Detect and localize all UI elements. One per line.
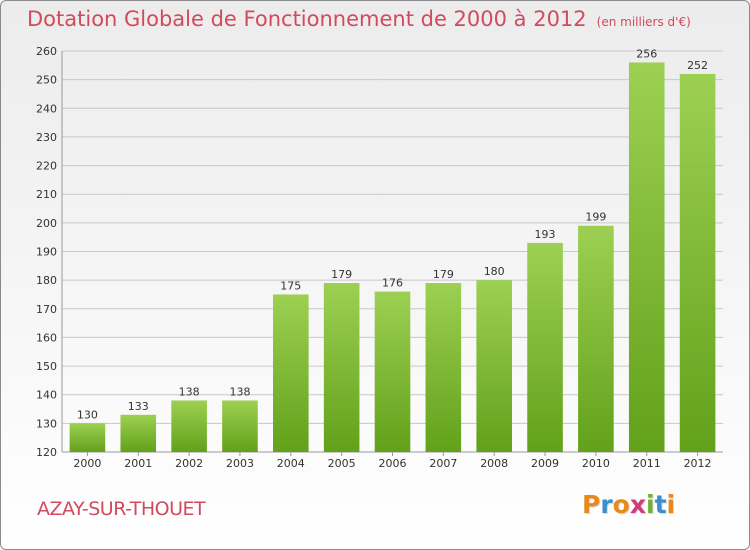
x-tick-label: 2007 [429,457,457,470]
y-tick-label: 250 [36,74,57,87]
y-tick-label: 180 [36,274,57,287]
logo-letter: x [629,490,646,519]
y-tick-label: 240 [36,102,57,115]
x-tick-label: 2003 [226,457,254,470]
proxiti-logo: Proxiti [582,490,675,519]
x-tick-label: 2006 [379,457,407,470]
y-tick-label: 130 [36,417,57,430]
x-tick-label: 2002 [175,457,203,470]
x-tick-label: 2012 [684,457,712,470]
y-tick-label: 120 [36,446,57,459]
logo-letter: i [666,490,676,519]
bar [425,283,462,452]
value-label: 133 [128,400,149,413]
logo-letter: r [600,490,613,519]
commune-name: AZAY-SUR-THOUET [37,498,206,520]
value-label: 175 [280,279,301,292]
x-tick-label: 2008 [480,457,508,470]
x-tick-label: 2004 [277,457,305,470]
logo-letter: i [646,490,655,519]
x-tick-label: 2000 [73,457,101,470]
y-tick-label: 160 [36,331,57,344]
logo-letter: o [612,490,630,519]
bar [171,400,207,452]
value-label: 179 [433,268,454,281]
x-tick-label: 2011 [633,457,661,470]
bar [628,62,665,452]
bar [527,242,563,452]
bar [273,294,309,452]
y-tick-labels: 120 130 140 150 160 170 180 190 200 210 220 230 240 2… [36,45,57,459]
x-tick-label: 2005 [328,457,356,470]
chart-subtitle: (en milliers d'€) [596,15,691,29]
bar [476,280,512,452]
bars [69,62,716,453]
value-label: 130 [77,408,98,421]
y-tick-label: 190 [36,246,57,259]
value-label: 252 [687,59,708,72]
value-label: 138 [179,385,200,398]
y-tick-label: 220 [36,160,57,173]
value-label: 180 [484,265,505,278]
bar [222,400,258,452]
y-tick-label: 140 [36,389,57,402]
bar [679,73,716,453]
logo-letter: t [654,490,667,519]
bar [120,414,157,452]
y-tick-label: 150 [36,360,57,373]
y-tick-label: 210 [36,188,57,201]
x-tick-label: 2009 [531,457,559,470]
value-label: 138 [229,385,250,398]
value-label: 256 [636,47,657,60]
y-tick-label: 200 [36,217,57,230]
y-tick-label: 260 [36,45,57,58]
value-label: 176 [382,277,403,290]
bar [374,291,411,452]
chart-header: Dotation Globale de Fonctionnement de 20… [27,7,691,31]
chart-title: Dotation Globale de Fonctionnement de 20… [27,7,587,31]
value-label: 193 [535,228,556,241]
bar [578,225,614,452]
x-tick-label: 2001 [124,457,152,470]
bar [69,423,106,452]
y-tick-label: 170 [36,303,57,316]
value-labels: 130 133 138 138 175 179 176 179 180 193 199 256 252 [77,47,708,421]
value-label: 179 [331,268,352,281]
x-tick-labels: 2000 2001 2002 2003 2004 2005 2006 2007 2008 2009… [73,452,712,470]
y-tick-label: 230 [36,131,57,144]
logo-letter: P [582,490,601,519]
value-label: 199 [585,211,606,224]
x-tick-label: 2010 [582,457,610,470]
bar [323,283,360,452]
